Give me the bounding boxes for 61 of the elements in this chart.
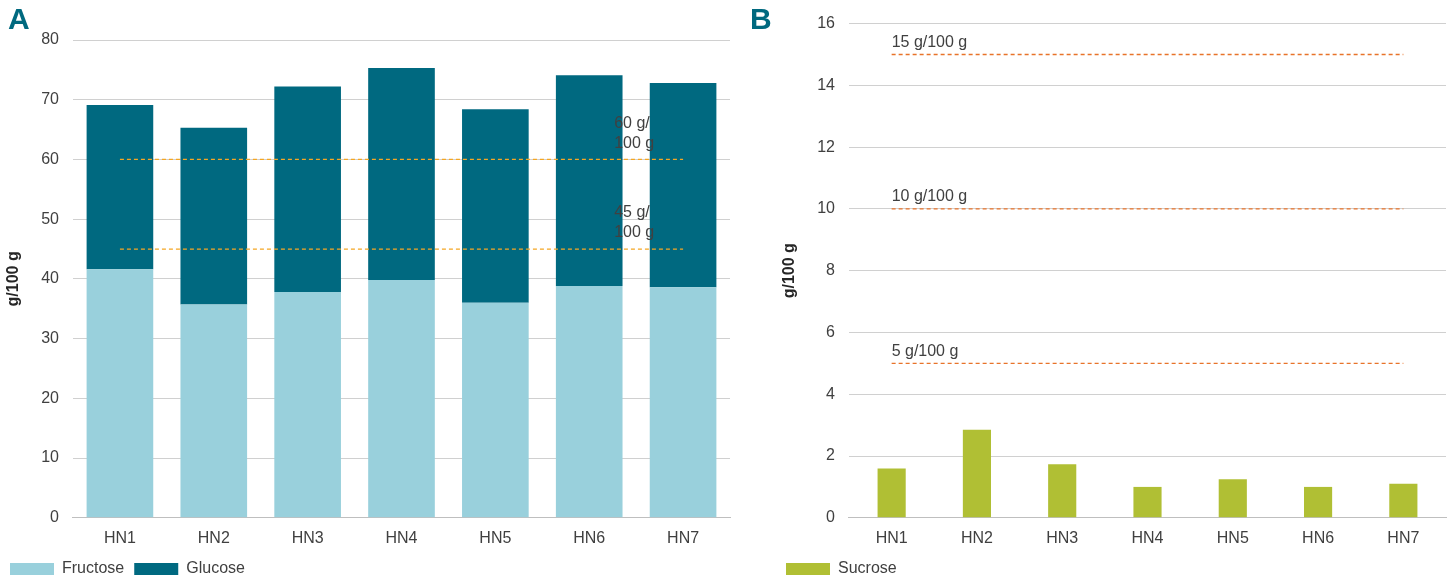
x-tick-label: HN1: [103, 528, 137, 546]
bar: [274, 292, 341, 518]
y-tick-label: 80: [41, 30, 60, 48]
x-tick-label: HN6: [1302, 528, 1335, 546]
bar: [649, 287, 717, 518]
y-tick-label: 16: [817, 14, 836, 32]
x-tick-label: HN6: [573, 528, 606, 546]
y-tick-label: 10: [41, 448, 60, 466]
x-tick-label: HN4: [1131, 528, 1164, 546]
x-tick-label: HN2: [197, 528, 230, 546]
y-tick-label: 50: [41, 209, 60, 227]
x-tick-label: HN4: [385, 528, 418, 546]
x-tick-label: HN3: [1046, 528, 1079, 546]
x-tick-label: HN1: [875, 528, 908, 546]
x-tick-label: HN2: [960, 528, 994, 546]
bar: [1133, 486, 1162, 518]
y-tick-label: 6: [826, 322, 836, 340]
x-tick-label: HN5: [1216, 528, 1249, 546]
text: A: [8, 2, 30, 36]
bar: [274, 86, 341, 293]
bar: [555, 286, 623, 518]
y-tick-label: 0: [826, 508, 836, 526]
y-tick-label: 70: [41, 90, 60, 108]
legend-label: Glucose: [186, 559, 246, 577]
x-tick-label: HN3: [291, 528, 324, 546]
ref-line-label: 10 g/100 g: [891, 187, 968, 205]
y-tick-label: 4: [826, 384, 836, 402]
bar: [86, 269, 154, 518]
legend-label: Sucrose: [838, 559, 897, 577]
bar: [180, 304, 248, 518]
bar: [462, 302, 529, 518]
bar: [1218, 479, 1247, 518]
y-tick-label: 60: [41, 149, 60, 167]
y-axis-title: g/100 g: [780, 243, 798, 299]
x-tick-label: HN7: [1387, 528, 1420, 546]
bar: [962, 429, 991, 518]
y-tick-label: 10: [817, 199, 836, 217]
y-tick-label: 8: [826, 261, 836, 279]
y-tick-label: 2: [826, 446, 836, 464]
bar: [462, 109, 529, 303]
y-axis-title: g/100 g: [4, 251, 22, 307]
y-tick-label: 30: [41, 329, 60, 347]
bar: [1048, 464, 1077, 518]
bar: [1389, 483, 1418, 518]
bar: [86, 105, 154, 270]
ref-line-label: 15 g/100 g: [891, 32, 968, 50]
y-tick-label: 14: [817, 75, 836, 93]
y-tick-label: 12: [817, 137, 836, 155]
text: B: [750, 2, 772, 36]
bar: [877, 468, 906, 518]
y-tick-label: 40: [41, 269, 60, 287]
bar: [368, 280, 435, 518]
legend-label: Fructose: [62, 559, 125, 577]
x-tick-label: HN7: [667, 528, 700, 546]
y-tick-label: 20: [41, 388, 60, 406]
bar: [368, 68, 435, 281]
y-tick-label: 0: [50, 508, 60, 526]
ref-line-label: 5 g/100 g: [891, 341, 959, 359]
bar: [180, 127, 248, 305]
bar: [1304, 486, 1333, 518]
x-tick-label: HN5: [479, 528, 512, 546]
